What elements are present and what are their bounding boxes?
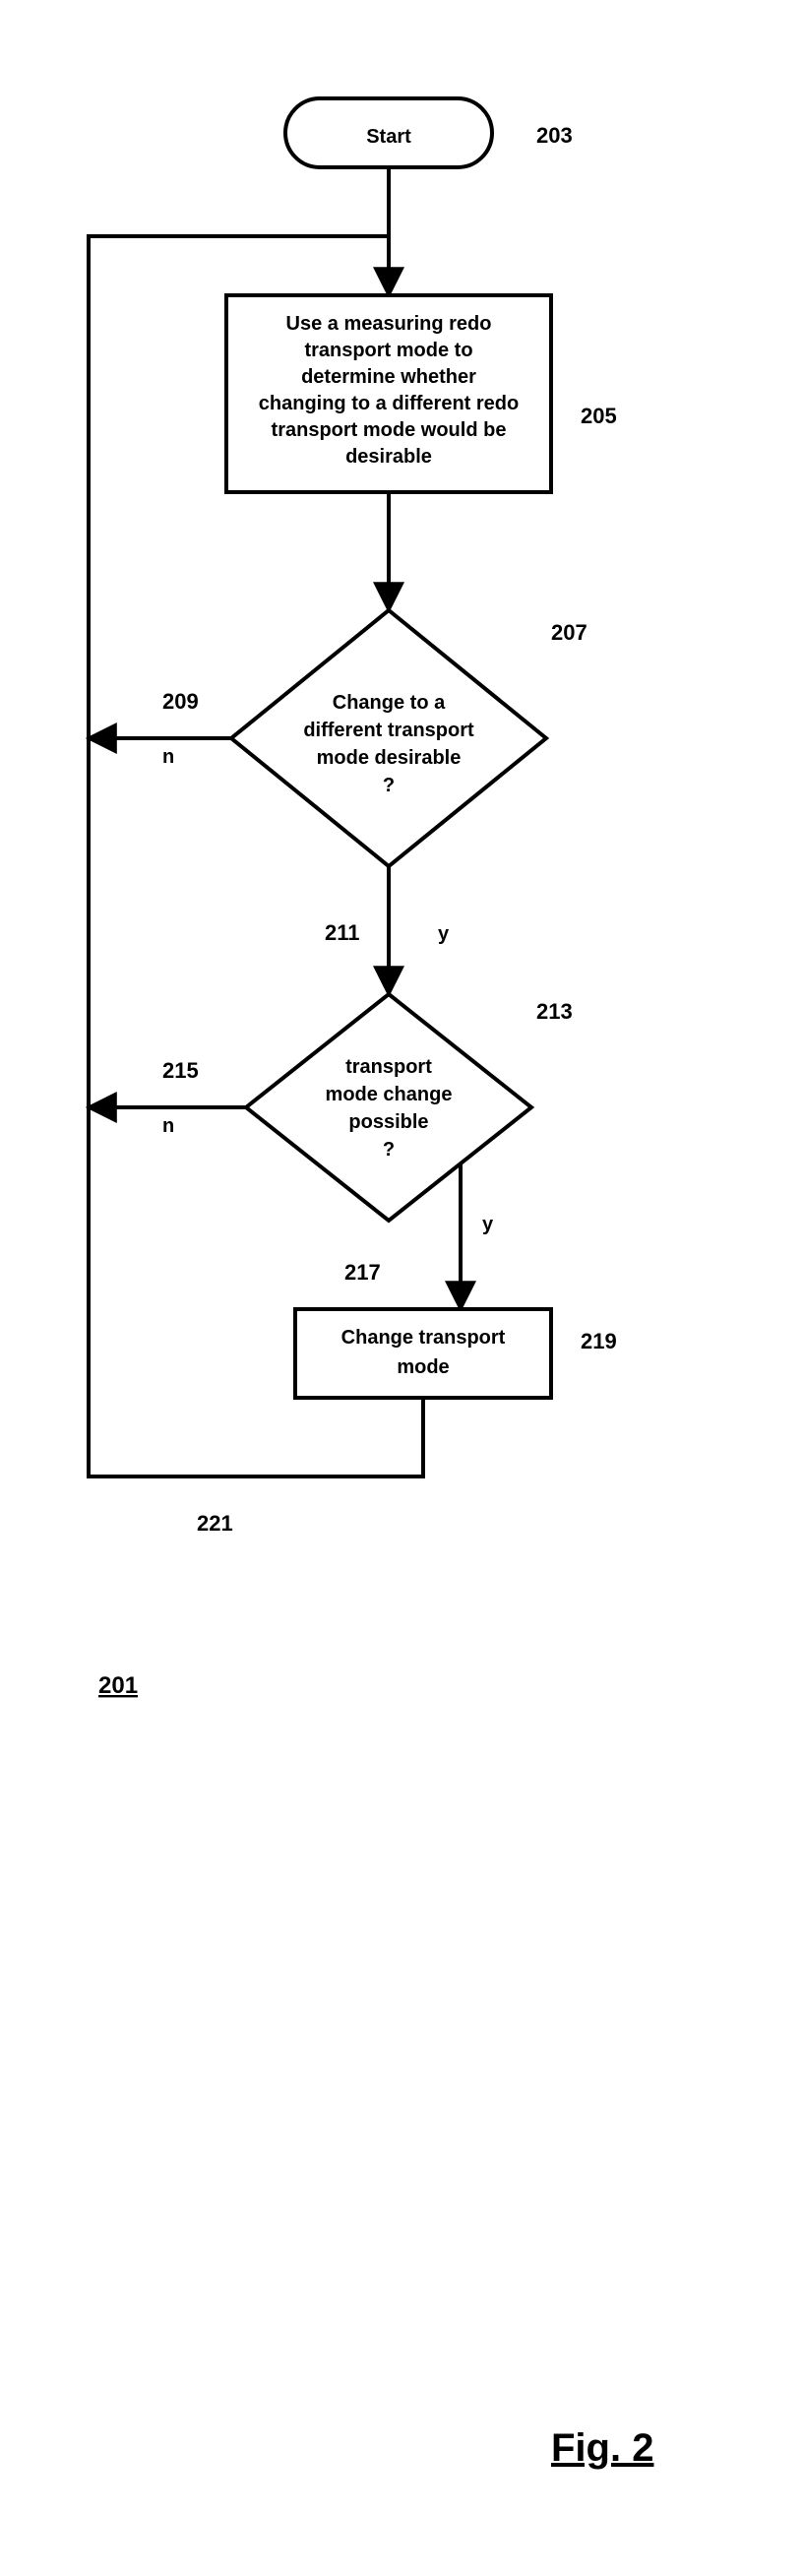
measure-line5: desirable xyxy=(345,446,432,468)
measure-line1: transport mode to xyxy=(304,340,472,361)
decision-desirable-node: Change to a different transport mode des… xyxy=(231,610,546,866)
dec2-line3: ? xyxy=(383,1139,395,1161)
measure-label: 205 xyxy=(581,404,617,428)
dec2-line2: possible xyxy=(348,1111,428,1133)
loop-label: 221 xyxy=(197,1511,233,1536)
dec2-line1: mode change xyxy=(326,1084,453,1105)
change-label: 219 xyxy=(581,1329,617,1353)
dec2-no-label: n xyxy=(162,1115,174,1137)
dec2-label: 213 xyxy=(536,999,573,1024)
decision-possible-node: transport mode change possible ? xyxy=(246,994,531,1221)
dec1-yes-num: 211 xyxy=(325,920,360,945)
figure-caption: Fig. 2 xyxy=(551,2426,653,2470)
dec1-label: 207 xyxy=(551,620,588,645)
start-label: 203 xyxy=(536,123,573,148)
measure-line4: transport mode would be xyxy=(272,419,507,441)
start-node: Start xyxy=(285,98,492,167)
dec1-line3: ? xyxy=(383,775,395,796)
measure-line0: Use a measuring redo xyxy=(286,313,492,335)
change-line1: mode xyxy=(397,1356,449,1378)
start-text: Start xyxy=(366,126,411,148)
figure-id: 201 xyxy=(98,1672,138,1699)
dec2-yes-num: 217 xyxy=(344,1260,381,1285)
change-node: Change transport mode xyxy=(295,1309,551,1398)
dec1-line0: Change to a xyxy=(333,692,446,714)
dec2-no-num: 215 xyxy=(162,1058,199,1083)
measure-line2: determine whether xyxy=(301,366,476,388)
measure-line3: changing to a different redo xyxy=(259,393,519,414)
flowchart-canvas: Start 203 Use a measuring redo transport… xyxy=(0,0,804,2576)
dec1-yes-label: y xyxy=(438,923,450,945)
dec1-no-label: n xyxy=(162,746,174,768)
measure-node: Use a measuring redo transport mode to d… xyxy=(226,295,551,492)
dec2-yes-label: y xyxy=(482,1214,494,1235)
dec2-line0: transport xyxy=(345,1056,432,1078)
dec1-no-num: 209 xyxy=(162,689,199,714)
change-line0: Change transport xyxy=(341,1327,506,1349)
dec1-line2: mode desirable xyxy=(317,747,462,769)
dec1-line1: different transport xyxy=(303,720,474,741)
